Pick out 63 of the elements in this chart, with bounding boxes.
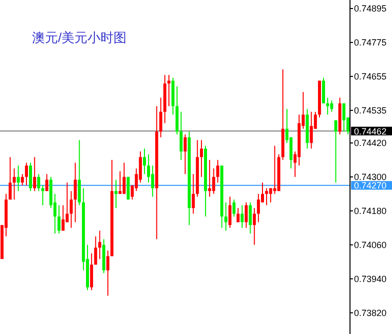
text: 澳元/美元小时图 — [32, 30, 127, 45]
candlestick — [118, 170, 122, 194]
candlestick — [12, 168, 16, 200]
candlestick — [236, 208, 240, 223]
candlestick — [159, 97, 162, 138]
y-tick-label: 0.73940 — [354, 274, 387, 284]
candlestick — [273, 145, 276, 194]
candlestick — [192, 174, 195, 214]
y-tick-label: 0.74060 — [354, 240, 387, 250]
candlestick — [78, 140, 81, 206]
candlestick — [41, 184, 44, 206]
candlestick — [310, 111, 313, 150]
candlestick — [62, 204, 65, 232]
y-tick-label: 0.74420 — [354, 138, 387, 148]
candlestick — [70, 190, 73, 228]
candlestick — [142, 148, 146, 175]
candlestick — [98, 230, 102, 260]
candlestick — [45, 174, 48, 192]
candlestick — [334, 120, 338, 184]
candlestick — [167, 74, 170, 107]
candlestick — [252, 208, 256, 246]
y-tick-label: 0.74180 — [354, 206, 387, 216]
candlestick — [106, 250, 110, 296]
candlestick — [90, 252, 94, 291]
candlestick — [216, 159, 220, 184]
candlestick — [24, 162, 28, 186]
candlestick — [212, 168, 216, 194]
y-tick-label: 0.74895 — [354, 4, 387, 14]
candlestick — [20, 174, 24, 186]
candlestick — [269, 188, 272, 203]
y-tick-label: 0.74775 — [354, 38, 387, 48]
candlestick — [232, 199, 236, 218]
candlestick — [16, 165, 20, 192]
candlestick — [265, 188, 268, 206]
y-tick-label: 0.73820 — [354, 308, 387, 318]
candlestick — [322, 77, 326, 104]
candlestick — [37, 174, 40, 192]
candlestick — [248, 202, 252, 234]
ref-line-label: 0.74462 — [354, 126, 387, 136]
candlestick — [184, 134, 187, 175]
y-tick-label: 0.74300 — [354, 172, 387, 182]
candlestick — [256, 193, 260, 223]
candlestick — [29, 162, 32, 192]
y-tick-label: 0.74535 — [354, 106, 387, 116]
candlestick — [151, 165, 154, 198]
candlestick — [240, 204, 244, 228]
candlestick — [74, 162, 77, 223]
candlestick — [114, 179, 118, 209]
candlestick — [122, 162, 126, 194]
candlestick — [244, 202, 248, 228]
candlestick — [208, 159, 212, 198]
y-tick-label: 0.74655 — [354, 72, 387, 82]
candlestick — [330, 100, 334, 112]
candlestick — [8, 156, 12, 200]
candlestick — [33, 156, 36, 192]
candlestick — [94, 236, 98, 266]
candlestick — [224, 202, 228, 232]
candlestick — [228, 196, 232, 228]
ref-line-label: 0.74270 — [354, 180, 387, 191]
candlestick — [58, 204, 61, 234]
candlestick — [180, 111, 183, 160]
candlestick — [342, 102, 346, 132]
candlestick — [200, 140, 203, 178]
